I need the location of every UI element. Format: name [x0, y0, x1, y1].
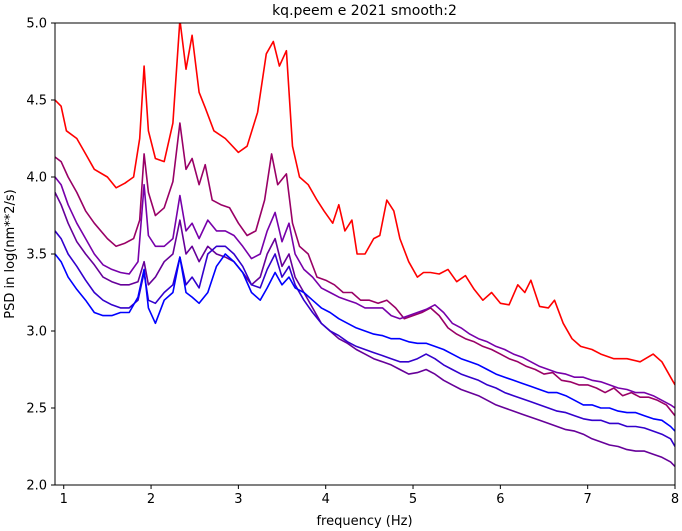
- y-tick-label: 2.0: [26, 479, 47, 494]
- x-tick-label: 6: [496, 492, 504, 507]
- y-axis: 2.0 2.5 3.0 3.5 4.0 4.5 5.0: [26, 17, 55, 494]
- y-axis-label: PSD in log(nm**2/s): [3, 189, 18, 319]
- y-tick-label: 3.0: [26, 325, 47, 340]
- y-tick-label: 4.0: [26, 171, 47, 186]
- series-line-6: [55, 253, 675, 432]
- series-line-3: [55, 176, 675, 409]
- x-axis-label: frequency (Hz): [316, 514, 412, 529]
- x-tick-label: 2: [147, 492, 155, 507]
- x-axis: 1 2 3 4 5 6 7 8: [60, 485, 679, 507]
- x-tick-label: 4: [322, 492, 330, 507]
- chart-title: kq.peem e 2021 smooth:2: [272, 3, 457, 19]
- series-line-5: [55, 230, 675, 447]
- y-tick-label: 3.5: [26, 248, 47, 263]
- y-tick-label: 4.5: [26, 94, 47, 109]
- series-line-2: [55, 122, 675, 417]
- x-tick-label: 3: [234, 492, 242, 507]
- y-tick-label: 5.0: [26, 17, 47, 32]
- series-line-4: [55, 192, 675, 468]
- series-layer: [55, 23, 675, 468]
- x-tick-label: 5: [409, 492, 417, 507]
- x-tick-label: 1: [60, 492, 68, 507]
- x-tick-label: 7: [584, 492, 592, 507]
- y-tick-label: 2.5: [26, 402, 47, 417]
- x-tick-label: 8: [671, 492, 679, 507]
- series-line-1: [55, 23, 675, 386]
